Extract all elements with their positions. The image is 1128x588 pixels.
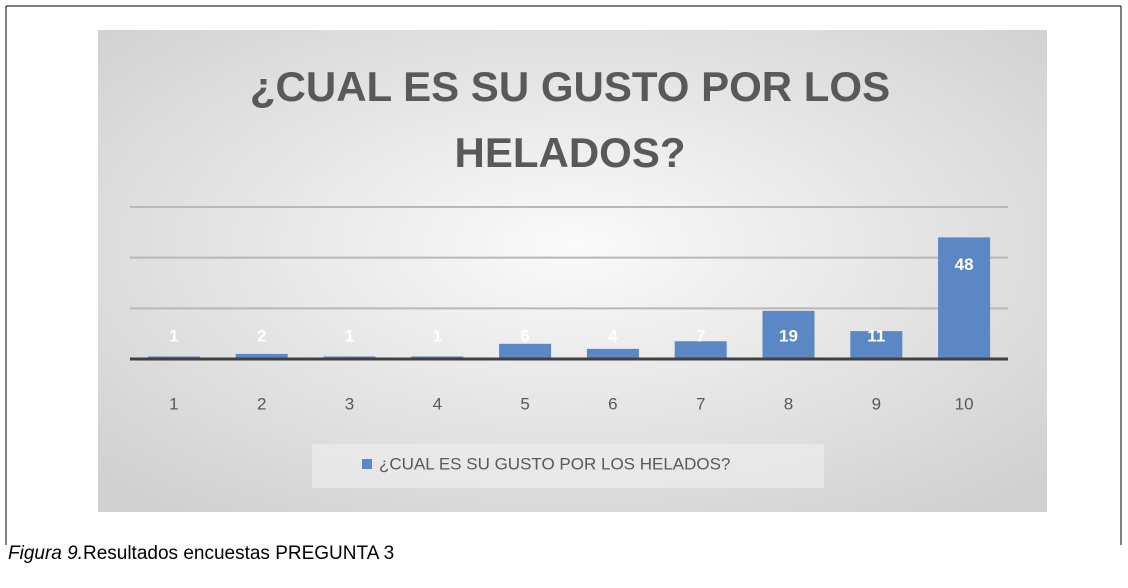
legend-label: ¿CUAL ES SU GUSTO POR LOS HELADOS? xyxy=(379,454,730,473)
caption-text: Resultados encuestas PREGUNTA 3 xyxy=(82,543,395,564)
bar xyxy=(235,353,288,359)
x-tick-label: 1 xyxy=(169,394,178,413)
data-label: 7 xyxy=(696,326,705,345)
data-label: 19 xyxy=(779,326,798,345)
bar xyxy=(674,341,727,359)
caption: Figura 9.Resultados encuestas PREGUNTA 3 xyxy=(8,543,394,565)
bar xyxy=(850,331,903,359)
legend-marker xyxy=(362,459,372,469)
data-label: 4 xyxy=(608,326,618,345)
bar xyxy=(586,348,639,359)
bar xyxy=(499,343,552,359)
data-label: 1 xyxy=(433,326,442,345)
x-tick-label: 4 xyxy=(433,394,442,413)
data-label: 11 xyxy=(867,326,885,345)
bar xyxy=(938,237,991,359)
x-tick-label: 8 xyxy=(784,394,793,413)
legend-box xyxy=(312,444,824,488)
data-label: 48 xyxy=(955,255,974,274)
data-label: 2 xyxy=(257,326,266,345)
caption-label: Figura 9. xyxy=(8,543,83,564)
x-tick-label: 2 xyxy=(257,394,266,413)
x-tick-label: 5 xyxy=(520,394,529,413)
data-label: 1 xyxy=(169,326,178,345)
x-tick-label: 9 xyxy=(872,394,881,413)
data-label: 1 xyxy=(345,326,354,345)
data-label: 6 xyxy=(520,326,529,345)
chart-title: ¿CUAL ES SU GUSTO POR LOS HELADOS? xyxy=(249,63,891,176)
x-tick-label: 6 xyxy=(608,394,617,413)
x-tick-label: 7 xyxy=(696,394,705,413)
chart-area xyxy=(98,30,1047,512)
x-tick-label: 3 xyxy=(345,394,354,413)
bar xyxy=(762,310,815,359)
x-tick-label: 10 xyxy=(955,394,974,413)
